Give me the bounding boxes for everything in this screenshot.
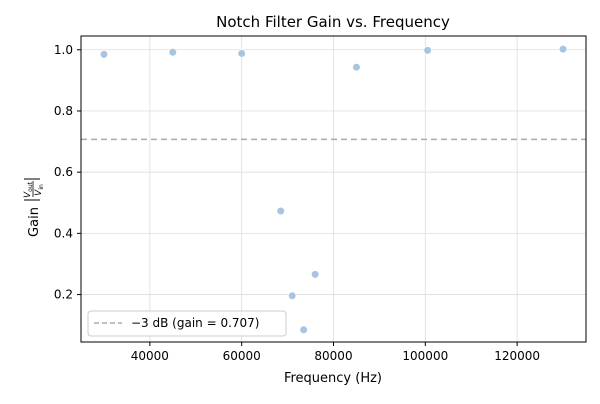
data-point xyxy=(99,50,109,59)
x-tick-label: 100000 xyxy=(402,349,448,363)
legend-box xyxy=(87,310,287,337)
x-tick-label: 60000 xyxy=(223,349,261,363)
y-axis-label-numerator: Vout xyxy=(23,181,34,198)
x-axis-label: Frequency (Hz) xyxy=(284,371,382,386)
legend: −3 dB (gain = 0.707) xyxy=(87,310,287,337)
y-tick-label: 0.6 xyxy=(54,165,73,179)
x-tick-label: 120000 xyxy=(494,349,540,363)
data-point xyxy=(311,270,320,279)
chart-title: Notch Filter Gain vs. Frequency xyxy=(216,13,450,31)
legend-label: −3 dB (gain = 0.707) xyxy=(131,316,259,330)
y-axis-label-denominator-sub: in xyxy=(38,184,45,190)
data-point xyxy=(168,48,177,57)
y-tick-label: 0.4 xyxy=(54,226,73,240)
data-point xyxy=(299,325,308,334)
y-tick-label: 1.0 xyxy=(54,43,73,57)
y-axis-label-prefix: Gain xyxy=(27,207,42,237)
x-tick-label: 40000 xyxy=(131,349,169,363)
data-point xyxy=(276,206,285,216)
x-axis-ticks: 40000 60000 80000 100000 120000 xyxy=(131,342,540,363)
y-axis-label-numerator-sub: out xyxy=(27,181,34,191)
y-axis-label-denominator: Vin xyxy=(34,184,45,196)
data-point xyxy=(352,63,361,72)
y-axis-label-numerator-var: V xyxy=(23,191,33,198)
y-tick-label: 0.2 xyxy=(54,288,73,302)
y-tick-label: 0.8 xyxy=(54,104,73,118)
data-point xyxy=(237,49,246,58)
x-tick-label: 80000 xyxy=(314,349,352,363)
data-point xyxy=(423,46,432,55)
data-points xyxy=(99,45,568,334)
y-axis-ticks: 0.2 0.4 0.6 0.8 1.0 xyxy=(54,43,81,302)
y-axis-label-denominator-var: V xyxy=(34,189,44,196)
data-point xyxy=(288,291,297,300)
grid xyxy=(81,36,586,342)
y-axis-label: Gain Vout Vin xyxy=(23,178,45,237)
data-point xyxy=(558,45,568,54)
